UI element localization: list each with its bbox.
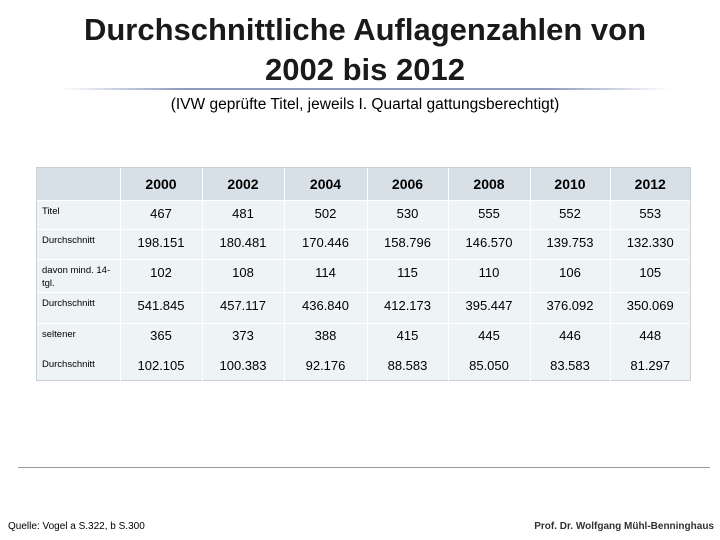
table-cell: 114 [284,258,368,292]
circulation-table: 2000 2002 2004 2006 2008 2010 2012 Titel… [37,168,690,381]
circulation-table-container: 2000 2002 2004 2006 2008 2010 2012 Titel… [36,167,691,381]
table-cell-group: 365 102.105 [120,322,203,381]
table-cell: 502 [284,199,368,229]
header-year: 2002 [202,168,285,200]
slide-title-line-1: Durchschnittliche Auflagenzahlen von [83,12,647,47]
header-year: 2004 [284,168,368,200]
row-label: Durchschnitt [37,291,121,323]
table-cell: 553 [610,199,690,229]
table-cell: 541.845 [120,291,203,323]
table-cell: 481 [202,199,285,229]
table-row: seltener Durchschnitt 365 102.105 373 10… [37,322,690,381]
table-cell-group: 448 81.297 [610,322,690,381]
table-cell: 170.446 [284,228,368,259]
table-cell: 552 [530,199,611,229]
table-cell: 373 [232,327,254,343]
header-year: 2012 [634,175,666,192]
row-label: Durchschnitt [37,228,121,259]
table-cell: 395.447 [448,291,531,323]
table-cell: 100.383 [219,357,267,373]
table-cell: 105 [610,258,690,292]
table-cell: 102 [120,258,203,292]
table-cell: 115 [367,258,449,292]
header-year: 2000 [120,168,203,200]
table-cell-group: 373 100.383 [202,322,285,381]
footer-divider [18,467,710,468]
table-cell: 445 [478,327,500,343]
table-cell: 108 [202,258,285,292]
table-cell-group: 388 92.176 [284,322,368,381]
table-cell: 467 [120,199,203,229]
table-cell: 139.753 [530,228,611,259]
row-label: Titel [37,199,121,229]
row-label: seltener [42,328,76,340]
table-cell: 198.151 [120,228,203,259]
row-label: Durchschnitt [42,358,95,370]
row-label: davon mind. 14-tgl. [37,258,121,292]
table-cell: 446 [559,327,581,343]
table-cell: 146.570 [448,228,531,259]
table-cell: 110 [448,258,531,292]
table-cell: 388 [314,327,337,343]
slide-title-line-2: 2002 bis 2012 [265,52,465,87]
table-cell: 365 [150,327,172,343]
table-cell: 415 [396,327,419,343]
header-corner [37,168,121,200]
table-cell: 92.176 [305,357,346,373]
table-row: davon mind. 14-tgl. 102 108 114 115 110 … [37,258,690,292]
footer-author: Prof. Dr. Wolfgang Mühl-Benninghaus [534,521,714,532]
table-cell: 457.117 [202,291,285,323]
table-row: Durchschnitt 541.845 457.117 436.840 412… [37,291,690,323]
table-cell: 412.173 [367,291,449,323]
table-cell: 530 [367,199,449,229]
table-cell: 83.583 [550,357,590,373]
table-header-row: 2000 2002 2004 2006 2008 2010 2012 [37,168,690,200]
table-cell: 85.050 [469,357,509,373]
table-cell: 555 [448,199,531,229]
table-cell: 106 [530,258,611,292]
row-label-group: seltener Durchschnitt [37,322,121,381]
table-cell: 158.796 [367,228,449,259]
table-cell: 448 [639,327,662,343]
table-cell: 81.297 [630,357,671,373]
table-cell-group: 446 83.583 [530,322,611,381]
footer-source: Quelle: Vogel a S.322, b S.300 [8,521,145,532]
table-row: Durchschnitt 198.151 180.481 170.446 158… [37,228,690,259]
title-divider [60,88,670,90]
table-cell: 102.105 [137,357,185,373]
header-year: 2010 [530,168,611,200]
table-cell: 436.840 [284,291,368,323]
table-cell-group: 415 88.583 [367,322,449,381]
table-cell: 376.092 [530,291,611,323]
table-cell: 132.330 [610,228,690,259]
table-row: Titel 467 481 502 530 555 552 553 [37,199,690,229]
header-year: 2006 [367,168,449,200]
table-cell-group: 445 85.050 [448,322,531,381]
table-cell: 350.069 [610,291,690,323]
header-year: 2008 [448,168,531,200]
table-cell: 88.583 [387,357,428,373]
slide-title: Durchschnittliche Auflagenzahlen von 200… [40,10,690,90]
slide-subtitle: (IVW geprüfte Titel, jeweils I. Quartal … [170,96,560,113]
table-cell: 180.481 [202,228,285,259]
